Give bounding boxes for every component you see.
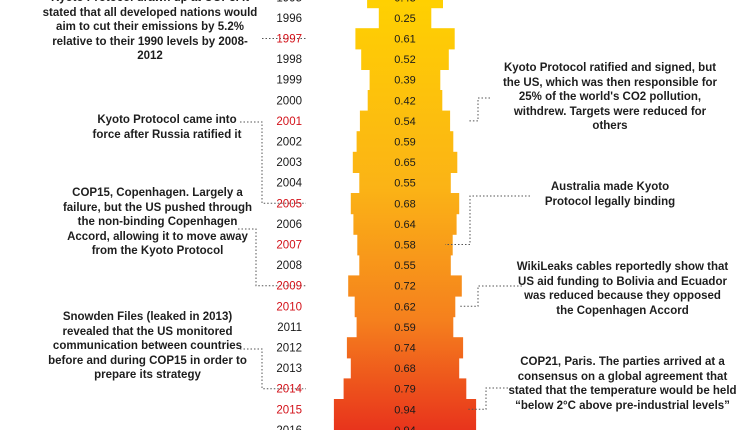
- value-label-1997: 0.61: [394, 34, 415, 46]
- value-label-2003: 0.65: [394, 157, 415, 169]
- year-label-1998: 1998: [276, 54, 302, 66]
- value-label-2013: 0.68: [394, 363, 415, 375]
- annotation-1997: Kyoto Protocol drawn up at COP3. It stat…: [42, 0, 258, 63]
- year-label-2005: 2005: [276, 198, 302, 210]
- connectors-layer: [238, 38, 530, 410]
- value-label-2010: 0.62: [394, 301, 415, 313]
- bar-1996: [378, 7, 432, 29]
- value-label-2001: 0.54: [394, 116, 415, 128]
- value-label-1995: 0.43: [394, 0, 415, 4]
- bar-2001: [359, 110, 451, 132]
- annotation-2010: WikiLeaks cables reportedly show that US…: [516, 261, 729, 317]
- bar-2006: [353, 213, 457, 235]
- bar-2009: [348, 275, 462, 297]
- connector-2009: [238, 228, 306, 287]
- bar-2010: [354, 296, 456, 318]
- bar-1998: [361, 48, 449, 70]
- bar-2004: [359, 172, 451, 194]
- year-label-1996: 1996: [276, 13, 302, 25]
- connector-2001: [468, 97, 490, 122]
- year-label-1999: 1999: [276, 75, 302, 87]
- bar-2012: [346, 337, 464, 359]
- connector-2015: [468, 387, 508, 410]
- year-label-2000: 2000: [276, 95, 302, 107]
- year-label-1995: 1995: [276, 0, 302, 4]
- value-label-2007: 0.58: [394, 240, 415, 252]
- bar-1999: [369, 69, 441, 91]
- year-label-2006: 2006: [276, 219, 302, 231]
- value-label-2012: 0.74: [394, 343, 415, 355]
- year-label-2009: 2009: [276, 281, 302, 293]
- year-label-2001: 2001: [276, 116, 302, 128]
- year-label-2013: 2013: [276, 363, 302, 375]
- bar-1995: [367, 0, 443, 9]
- value-label-2014: 0.79: [394, 384, 415, 396]
- value-label-2002: 0.59: [394, 137, 415, 149]
- year-label-2012: 2012: [276, 343, 302, 355]
- annotation-2007: Australia made Kyoto Protocol legally bi…: [544, 181, 676, 208]
- year-label-2002: 2002: [276, 137, 302, 149]
- year-label-2011: 2011: [277, 322, 302, 334]
- value-label-2008: 0.55: [394, 260, 415, 272]
- bar-2011: [356, 316, 454, 338]
- value-label-2004: 0.55: [394, 178, 415, 190]
- year-label-2015: 2015: [276, 404, 302, 416]
- annotation-2015: COP21, Paris. The parties arrived at a c…: [508, 356, 737, 412]
- bar-1997: [355, 28, 455, 50]
- value-label-2000: 0.42: [394, 95, 415, 107]
- value-label-1999: 0.39: [394, 75, 415, 87]
- bar-2005: [350, 193, 460, 215]
- value-label-2016: 0.94: [394, 425, 415, 430]
- value-labels-layer: 0.43 0.25 0.61 0.52 0.39 0.42 0.54 0.59 0.65 0.55…: [394, 0, 415, 430]
- connector-2005: [240, 121, 306, 204]
- bar-2016: [333, 419, 477, 430]
- bars-layer: [333, 0, 477, 430]
- bar-2000: [367, 90, 443, 112]
- bar-2015: [333, 399, 477, 421]
- value-label-2011: 0.59: [394, 322, 415, 334]
- annotation-2005: Kyoto Protocol came into force after Rus…: [92, 114, 242, 141]
- value-label-1996: 0.25: [394, 13, 415, 25]
- year-label-2008: 2008: [276, 260, 302, 272]
- bar-2002: [356, 131, 454, 153]
- bar-2013: [350, 357, 460, 379]
- connector-2010: [460, 285, 522, 307]
- connector-2014: [240, 348, 306, 390]
- year-labels-layer: 1995 1996 1997 1998 1999 2000 2001 2002 2003 2004…: [276, 0, 302, 430]
- annotation-2001: Kyoto Protocol ratified and signed, but …: [502, 62, 718, 133]
- connector-2007: [445, 195, 530, 245]
- value-label-1998: 0.52: [394, 54, 415, 66]
- bar-2014: [343, 378, 467, 400]
- year-label-2016: 2016: [276, 425, 302, 430]
- annotation-2009: COP15, Copenhagen. Largely a failure, bu…: [62, 187, 253, 258]
- year-label-2004: 2004: [276, 178, 302, 190]
- year-label-1997: 1997: [276, 34, 302, 46]
- value-label-2005: 0.68: [394, 198, 415, 210]
- year-label-2003: 2003: [276, 157, 302, 169]
- value-label-2015: 0.94: [394, 404, 415, 416]
- annotation-2014: Snowden Files (leaked in 2013) revealed …: [48, 311, 247, 382]
- bar-2008: [359, 254, 451, 276]
- value-label-2006: 0.64: [394, 219, 415, 231]
- bar-2003: [352, 151, 458, 173]
- year-label-2007: 2007: [276, 240, 302, 252]
- bar-2007: [357, 234, 453, 256]
- year-label-2010: 2010: [276, 301, 302, 313]
- value-label-2009: 0.72: [394, 281, 415, 293]
- year-label-2014: 2014: [276, 384, 302, 396]
